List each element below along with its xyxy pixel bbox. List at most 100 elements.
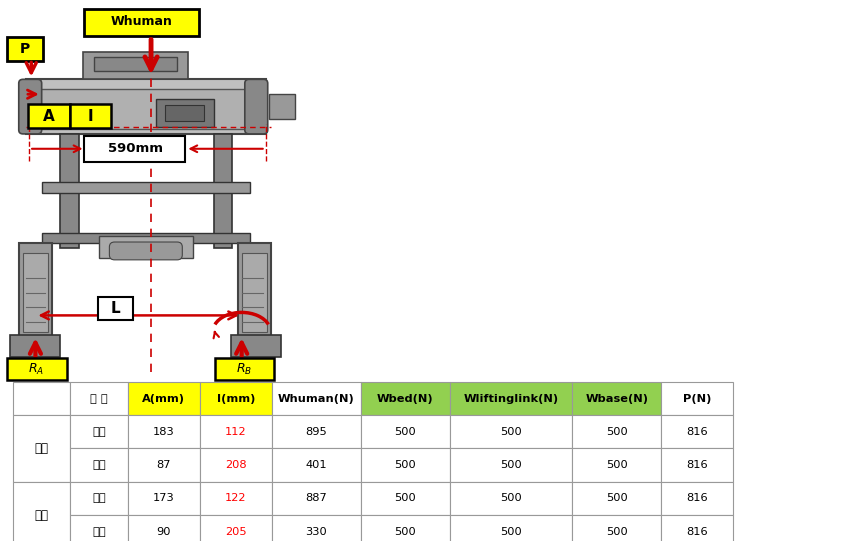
Text: I(mm): I(mm) <box>217 394 255 404</box>
Bar <box>128 382 200 415</box>
Bar <box>573 448 661 481</box>
Text: 205: 205 <box>225 527 247 537</box>
Bar <box>71 482 128 515</box>
Text: 816: 816 <box>687 527 708 537</box>
FancyBboxPatch shape <box>70 104 111 128</box>
Bar <box>214 134 232 248</box>
Text: 500: 500 <box>500 493 522 503</box>
Bar <box>99 236 192 258</box>
FancyBboxPatch shape <box>98 296 134 320</box>
Bar <box>10 335 60 357</box>
FancyBboxPatch shape <box>245 80 268 134</box>
Bar <box>23 253 48 332</box>
Bar <box>361 415 449 448</box>
Bar <box>573 415 661 448</box>
Text: 500: 500 <box>606 460 628 470</box>
Text: 500: 500 <box>500 527 522 537</box>
Text: 122: 122 <box>226 493 247 503</box>
Bar <box>449 482 573 515</box>
Text: 401: 401 <box>306 460 327 470</box>
Text: 90: 90 <box>157 527 171 537</box>
Bar <box>271 515 361 541</box>
Bar <box>661 382 734 415</box>
Bar <box>242 253 266 332</box>
Bar <box>271 482 361 515</box>
Text: 남성: 남성 <box>35 442 49 455</box>
Text: 최대: 최대 <box>92 427 106 437</box>
Bar <box>661 448 734 481</box>
Bar <box>361 482 449 515</box>
Bar <box>200 415 271 448</box>
Bar <box>271 415 361 448</box>
Bar <box>573 482 661 515</box>
Text: 590mm: 590mm <box>108 142 163 155</box>
Bar <box>128 415 200 448</box>
Bar <box>19 243 52 342</box>
Bar <box>71 448 128 481</box>
Bar <box>573 515 661 541</box>
Bar <box>361 515 449 541</box>
Bar <box>231 335 282 357</box>
Text: 87: 87 <box>157 460 171 470</box>
Text: P(N): P(N) <box>683 394 711 404</box>
Bar <box>449 448 573 481</box>
FancyBboxPatch shape <box>214 358 274 380</box>
Bar <box>200 382 271 415</box>
Text: 500: 500 <box>606 427 628 437</box>
Bar <box>128 515 200 541</box>
Text: Wbed(N): Wbed(N) <box>377 394 433 404</box>
FancyBboxPatch shape <box>84 9 199 36</box>
Bar <box>26 80 266 134</box>
Text: 500: 500 <box>394 460 416 470</box>
Bar <box>200 448 271 481</box>
Text: 816: 816 <box>687 493 708 503</box>
Bar <box>42 233 250 243</box>
Text: 여성: 여성 <box>35 509 49 522</box>
Bar <box>271 448 361 481</box>
FancyBboxPatch shape <box>8 358 66 380</box>
Text: 330: 330 <box>306 527 327 537</box>
Bar <box>361 382 449 415</box>
Text: Whuman: Whuman <box>111 15 173 28</box>
Bar <box>13 481 71 541</box>
Bar <box>157 99 214 127</box>
Text: 895: 895 <box>306 427 327 437</box>
Text: Whuman(N): Whuman(N) <box>278 394 355 404</box>
Bar <box>200 515 271 541</box>
Text: 173: 173 <box>153 493 174 503</box>
Bar <box>269 94 294 119</box>
Bar <box>661 415 734 448</box>
Bar <box>449 382 573 415</box>
FancyBboxPatch shape <box>110 242 182 260</box>
Bar <box>237 243 271 342</box>
Text: 500: 500 <box>606 493 628 503</box>
Bar <box>94 57 177 71</box>
Text: I: I <box>88 109 94 123</box>
Bar <box>661 482 734 515</box>
Bar <box>449 415 573 448</box>
Text: 500: 500 <box>500 460 522 470</box>
Text: 500: 500 <box>394 493 416 503</box>
Bar <box>13 382 71 415</box>
Text: A: A <box>43 109 54 123</box>
Text: 500: 500 <box>500 427 522 437</box>
Text: $R_A$: $R_A$ <box>28 361 44 377</box>
Text: $R_B$: $R_B$ <box>236 361 252 377</box>
FancyBboxPatch shape <box>84 136 186 162</box>
Bar <box>71 515 128 541</box>
Bar <box>449 515 573 541</box>
Text: 최소: 최소 <box>92 460 106 470</box>
Bar <box>83 51 187 80</box>
Bar <box>271 382 361 415</box>
Text: 183: 183 <box>153 427 174 437</box>
Text: 500: 500 <box>394 427 416 437</box>
Bar <box>71 382 128 415</box>
Text: 208: 208 <box>225 460 247 470</box>
Text: L: L <box>111 301 121 316</box>
FancyBboxPatch shape <box>19 80 42 134</box>
Text: A(mm): A(mm) <box>142 394 186 404</box>
Text: 최대: 최대 <box>92 493 106 503</box>
Bar <box>128 448 200 481</box>
Bar <box>361 448 449 481</box>
FancyBboxPatch shape <box>8 37 43 61</box>
